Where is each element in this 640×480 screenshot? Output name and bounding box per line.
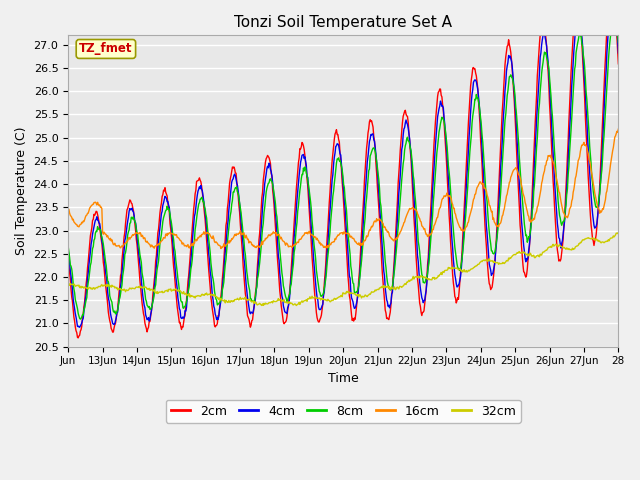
32cm: [257, 302, 265, 308]
2cm: [129, 208, 137, 214]
32cm: [64, 282, 72, 288]
8cm: [610, 12, 618, 18]
16cm: [231, 232, 239, 238]
4cm: [76, 324, 83, 330]
Line: 32cm: 32cm: [68, 233, 618, 305]
32cm: [614, 230, 622, 236]
2cm: [279, 313, 287, 319]
32cm: [401, 281, 408, 287]
4cm: [279, 296, 287, 301]
2cm: [614, 61, 622, 67]
32cm: [129, 286, 136, 291]
4cm: [401, 125, 408, 131]
16cm: [614, 126, 622, 132]
Title: Tonzi Soil Temperature Set A: Tonzi Soil Temperature Set A: [234, 15, 452, 30]
8cm: [258, 234, 266, 240]
8cm: [614, 39, 622, 45]
4cm: [231, 171, 239, 177]
4cm: [431, 142, 439, 148]
2cm: [258, 195, 266, 201]
8cm: [64, 243, 72, 249]
8cm: [129, 214, 137, 220]
8cm: [77, 316, 84, 322]
32cm: [278, 298, 286, 303]
2cm: [74, 335, 82, 341]
2cm: [401, 108, 408, 114]
8cm: [279, 275, 287, 281]
32cm: [431, 275, 439, 281]
2cm: [64, 255, 72, 261]
16cm: [279, 238, 287, 244]
4cm: [258, 215, 266, 221]
8cm: [431, 170, 439, 176]
Line: 4cm: 4cm: [68, 0, 618, 327]
16cm: [217, 246, 225, 252]
2cm: [431, 119, 439, 124]
4cm: [64, 249, 72, 254]
Line: 8cm: 8cm: [68, 15, 618, 319]
8cm: [401, 147, 408, 153]
16cm: [258, 239, 266, 245]
Legend: 2cm, 4cm, 8cm, 16cm, 32cm: 2cm, 4cm, 8cm, 16cm, 32cm: [166, 400, 520, 423]
16cm: [431, 220, 439, 226]
16cm: [64, 206, 72, 212]
32cm: [292, 302, 300, 308]
X-axis label: Time: Time: [328, 372, 358, 385]
Y-axis label: Soil Temperature (C): Soil Temperature (C): [15, 127, 28, 255]
32cm: [230, 299, 237, 304]
4cm: [129, 209, 137, 215]
2cm: [231, 166, 239, 172]
8cm: [231, 187, 239, 192]
Text: TZ_fmet: TZ_fmet: [79, 42, 132, 56]
16cm: [401, 219, 408, 225]
Line: 2cm: 2cm: [68, 0, 618, 338]
Line: 16cm: 16cm: [68, 129, 618, 249]
16cm: [129, 232, 136, 238]
4cm: [614, 50, 622, 56]
